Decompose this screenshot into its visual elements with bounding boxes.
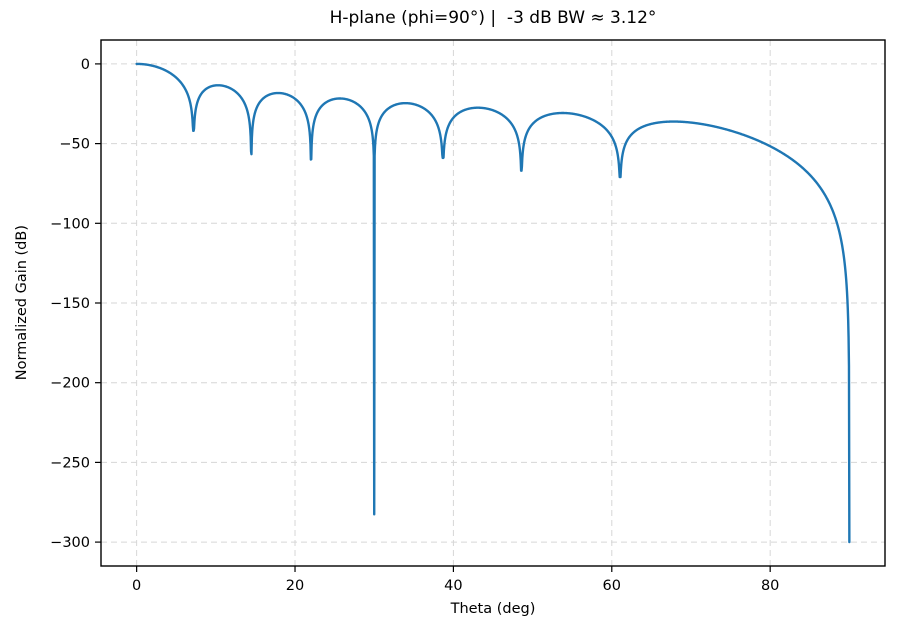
y-tick-label: 0 (81, 57, 90, 73)
y-tick-label: −150 (50, 296, 90, 312)
y-tick-label: −50 (59, 137, 90, 153)
x-tick-label: 80 (761, 578, 779, 594)
x-tick-label: 0 (132, 578, 141, 594)
x-axis-label: Theta (deg) (450, 601, 536, 617)
x-tick-label: 40 (444, 578, 462, 594)
x-tick-label: 60 (603, 578, 621, 594)
y-tick-label: −300 (50, 535, 90, 551)
y-tick-label: −200 (50, 376, 90, 392)
y-axis-label-wrap: Normalized Gain (dB) (10, 40, 34, 566)
x-tick-label: 20 (286, 578, 304, 594)
y-tick-label: −100 (50, 216, 90, 232)
y-axis-label: Normalized Gain (dB) (14, 225, 30, 381)
chart-title: H-plane (phi=90°) | -3 dB BW ≈ 3.12° (329, 8, 657, 28)
pattern-curve (135, 62, 851, 544)
y-tick-label: −250 (50, 455, 90, 471)
